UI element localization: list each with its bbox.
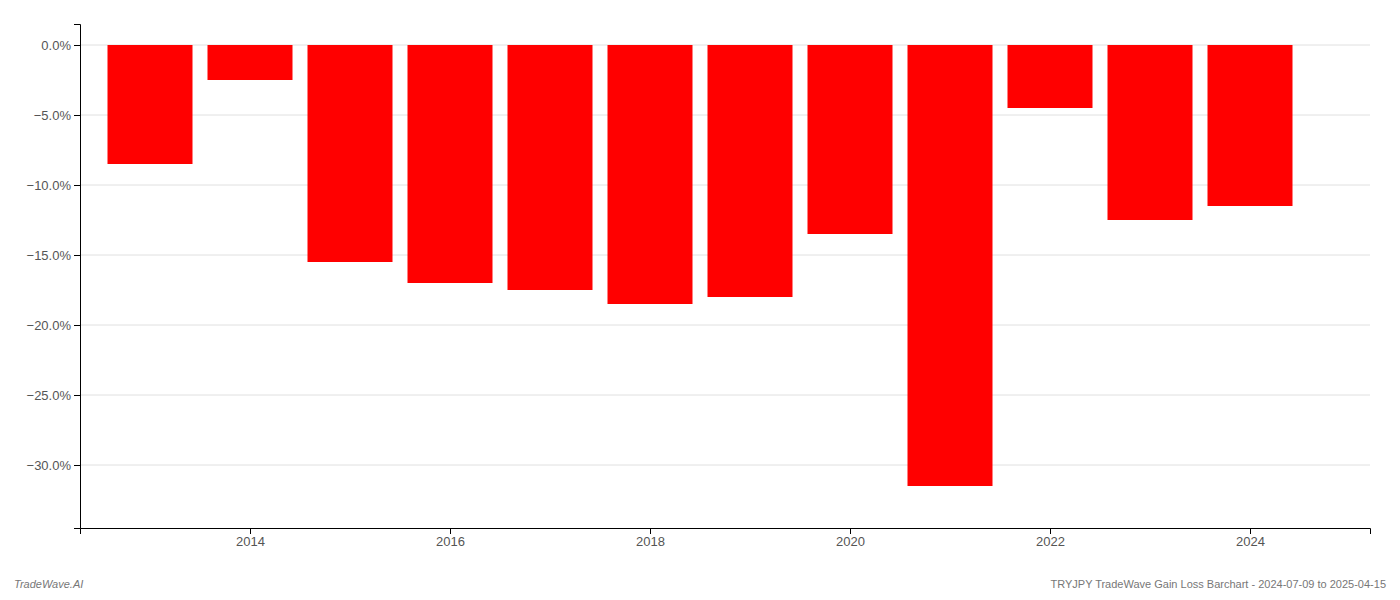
y-tick-mark: [74, 185, 80, 186]
y-tick-mark: [74, 255, 80, 256]
y-tick-mark: [74, 465, 80, 466]
x-tick: 2016: [436, 528, 465, 549]
x-tick-label: 2018: [636, 534, 665, 549]
y-tick-label: −30.0%: [27, 458, 72, 473]
y-tick-mark: [74, 395, 80, 396]
x-tick: 2024: [1236, 528, 1265, 549]
bar: [508, 45, 593, 290]
x-tick: 2020: [836, 528, 865, 549]
y-axis: 0.0% −5.0% −10.0% −15.0% −20.0% −25.0% −30.0%: [27, 25, 81, 529]
x-tick-mark: [250, 528, 251, 534]
x-tick-label: 2024: [1236, 534, 1265, 549]
y-tick-label: −5.0%: [34, 108, 72, 123]
bar: [708, 45, 793, 297]
x-tick-label: 2020: [836, 534, 865, 549]
grid-line: [80, 325, 1370, 326]
x-tick-mark: [450, 528, 451, 534]
x-tick-mark: [1050, 528, 1051, 534]
x-tick-label: 2016: [436, 534, 465, 549]
y-tick: −5.0%: [34, 108, 80, 123]
y-tick: −30.0%: [27, 458, 80, 473]
bar: [608, 45, 693, 304]
x-tick-mark: [650, 528, 651, 534]
bar: [208, 45, 293, 80]
y-tick-label: −20.0%: [27, 318, 72, 333]
chart: 2014 2016 2018 2020 2022 2024 0.0% −5.0% −10.0% −…: [0, 0, 1400, 600]
y-axis-line: [74, 25, 81, 529]
x-tick: 2018: [636, 528, 665, 549]
y-tick-mark: [74, 115, 80, 116]
grid: [80, 45, 1370, 465]
y-tick-label: −10.0%: [27, 178, 72, 193]
y-tick-mark: [74, 45, 80, 46]
y-tick-mark: [74, 325, 80, 326]
bar: [1008, 45, 1093, 108]
y-tick: −10.0%: [27, 178, 80, 193]
bar: [1208, 45, 1293, 206]
y-tick: −15.0%: [27, 248, 80, 263]
plot: 2014 2016 2018 2020 2022 2024 0.0% −5.0% −10.0% −…: [27, 25, 1371, 550]
footer-right: TRYJPY TradeWave Gain Loss Barchart - 20…: [1051, 578, 1386, 590]
x-axis-line: [81, 529, 1371, 535]
grid-line: [80, 465, 1370, 466]
y-tick: 0.0%: [41, 38, 80, 53]
y-tick-label: −25.0%: [27, 388, 72, 403]
x-tick-mark: [1250, 528, 1251, 534]
grid-line: [80, 395, 1370, 396]
y-tick-label: 0.0%: [41, 38, 71, 53]
bar: [908, 45, 993, 486]
bar: [108, 45, 193, 164]
bar: [808, 45, 893, 234]
x-tick: 2022: [1036, 528, 1065, 549]
y-tick: −25.0%: [27, 388, 80, 403]
y-tick: −20.0%: [27, 318, 80, 333]
footer-left: TradeWave.AI: [14, 578, 83, 590]
bars: [108, 45, 1293, 486]
bar: [1108, 45, 1193, 220]
x-axis: 2014 2016 2018 2020 2022 2024: [81, 528, 1371, 549]
x-tick-label: 2022: [1036, 534, 1065, 549]
x-tick-mark: [850, 528, 851, 534]
x-tick-label: 2014: [236, 534, 265, 549]
x-tick: 2014: [236, 528, 265, 549]
bar: [408, 45, 493, 283]
y-tick-label: −15.0%: [27, 248, 72, 263]
bar: [308, 45, 393, 262]
